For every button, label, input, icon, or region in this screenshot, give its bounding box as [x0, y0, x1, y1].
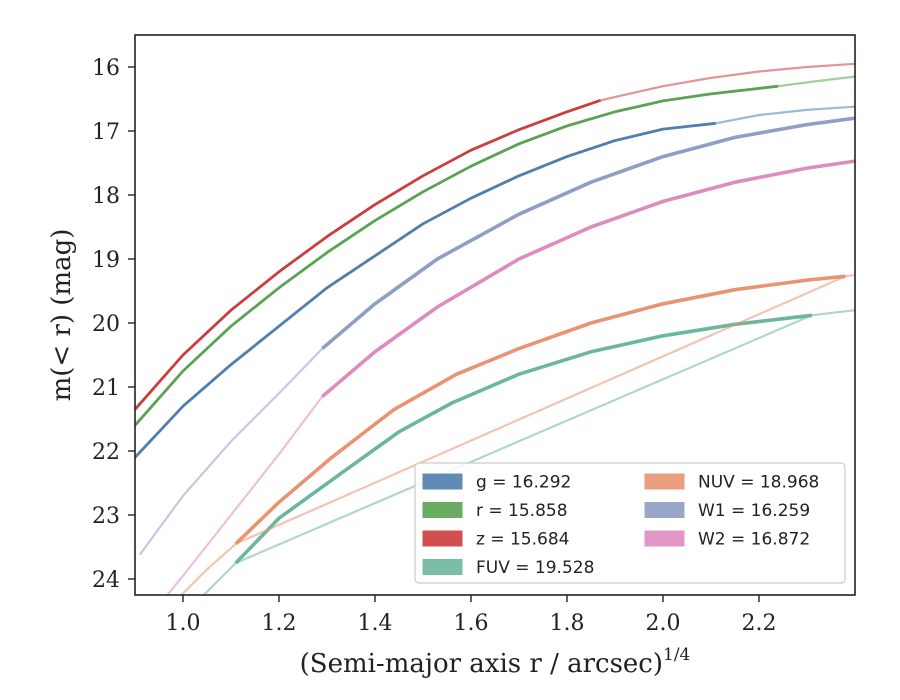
legend-label-fuv: FUV = 19.528: [476, 558, 594, 578]
y-tick-label: 17: [92, 120, 120, 145]
x-tick-label: 1.2: [262, 611, 297, 636]
series-fuv-line: [234, 313, 813, 565]
legend-swatch-w2: [644, 530, 685, 547]
legend-swatch-fuv: [422, 559, 463, 575]
legend: g = 16.292 r = 15.858 z = 15.684 FUV = 19.5…: [414, 462, 846, 584]
curves-layer: [135, 62, 855, 595]
y-tick-label: 23: [92, 504, 120, 529]
legend-label-r: r = 15.858: [476, 501, 568, 521]
y-tick-label: 22: [92, 440, 120, 465]
y-tick-label: 21: [92, 376, 120, 401]
x-tick-label: 2.0: [646, 611, 681, 636]
legend-label-w1: W1 = 16.259: [698, 501, 810, 521]
legend-label-g: g = 16.292: [476, 473, 571, 493]
x-axis-title-main: (Semi-major axis r / arcsec): [300, 649, 663, 679]
series-z-extrapolated: [600, 62, 855, 102]
x-tick-label: 1.6: [454, 611, 489, 636]
series-g-extrapolated: [715, 105, 855, 125]
series-w2-line: [321, 159, 855, 398]
x-tick-label: 1.8: [550, 611, 585, 636]
y-tick-label: 24: [92, 568, 120, 593]
x-tick-label: 1.0: [166, 611, 201, 636]
series-w1-extrapolated: [138, 347, 323, 556]
legend-swatch-z: [422, 530, 463, 547]
legend-swatch-w1: [644, 502, 685, 518]
x-tick-label: 2.2: [742, 611, 777, 636]
legend-box: [414, 462, 846, 584]
y-tick-label: 20: [92, 312, 120, 337]
legend-label-nuv: NUV = 18.968: [698, 473, 819, 493]
x-tick-label: 1.4: [358, 611, 393, 636]
plot-frame: [134, 34, 856, 596]
y-axis-title: m(< r) (mag): [47, 229, 77, 402]
series-r-extrapolated: [778, 75, 855, 88]
series-nuv-line: [234, 274, 846, 546]
y-axis: 16 17 18 19 20 21 22 23 24: [92, 56, 135, 593]
x-axis-title-sup: 1/4: [663, 645, 690, 665]
x-axis-title: (Semi-major axis r / arcsec)1/4: [300, 645, 691, 679]
series-z-line: [135, 98, 602, 411]
y-tick-label: 19: [92, 248, 120, 273]
series-w2-extrapolated: [165, 395, 324, 595]
series-w1-line: [321, 116, 855, 350]
legend-swatch-r: [422, 502, 463, 518]
series-g-line: [135, 121, 716, 459]
y-tick-label: 18: [92, 184, 120, 209]
legend-swatch-g: [422, 473, 463, 490]
series-r-line: [135, 84, 779, 427]
x-axis: 1.0 1.2 1.4 1.6 1.8 2.0 2.2: [166, 595, 777, 636]
legend-swatch-nuv: [644, 473, 685, 490]
y-tick-label: 16: [92, 56, 120, 81]
legend-label-w2: W2 = 16.872: [698, 530, 810, 550]
legend-label-z: z = 15.684: [476, 530, 569, 550]
